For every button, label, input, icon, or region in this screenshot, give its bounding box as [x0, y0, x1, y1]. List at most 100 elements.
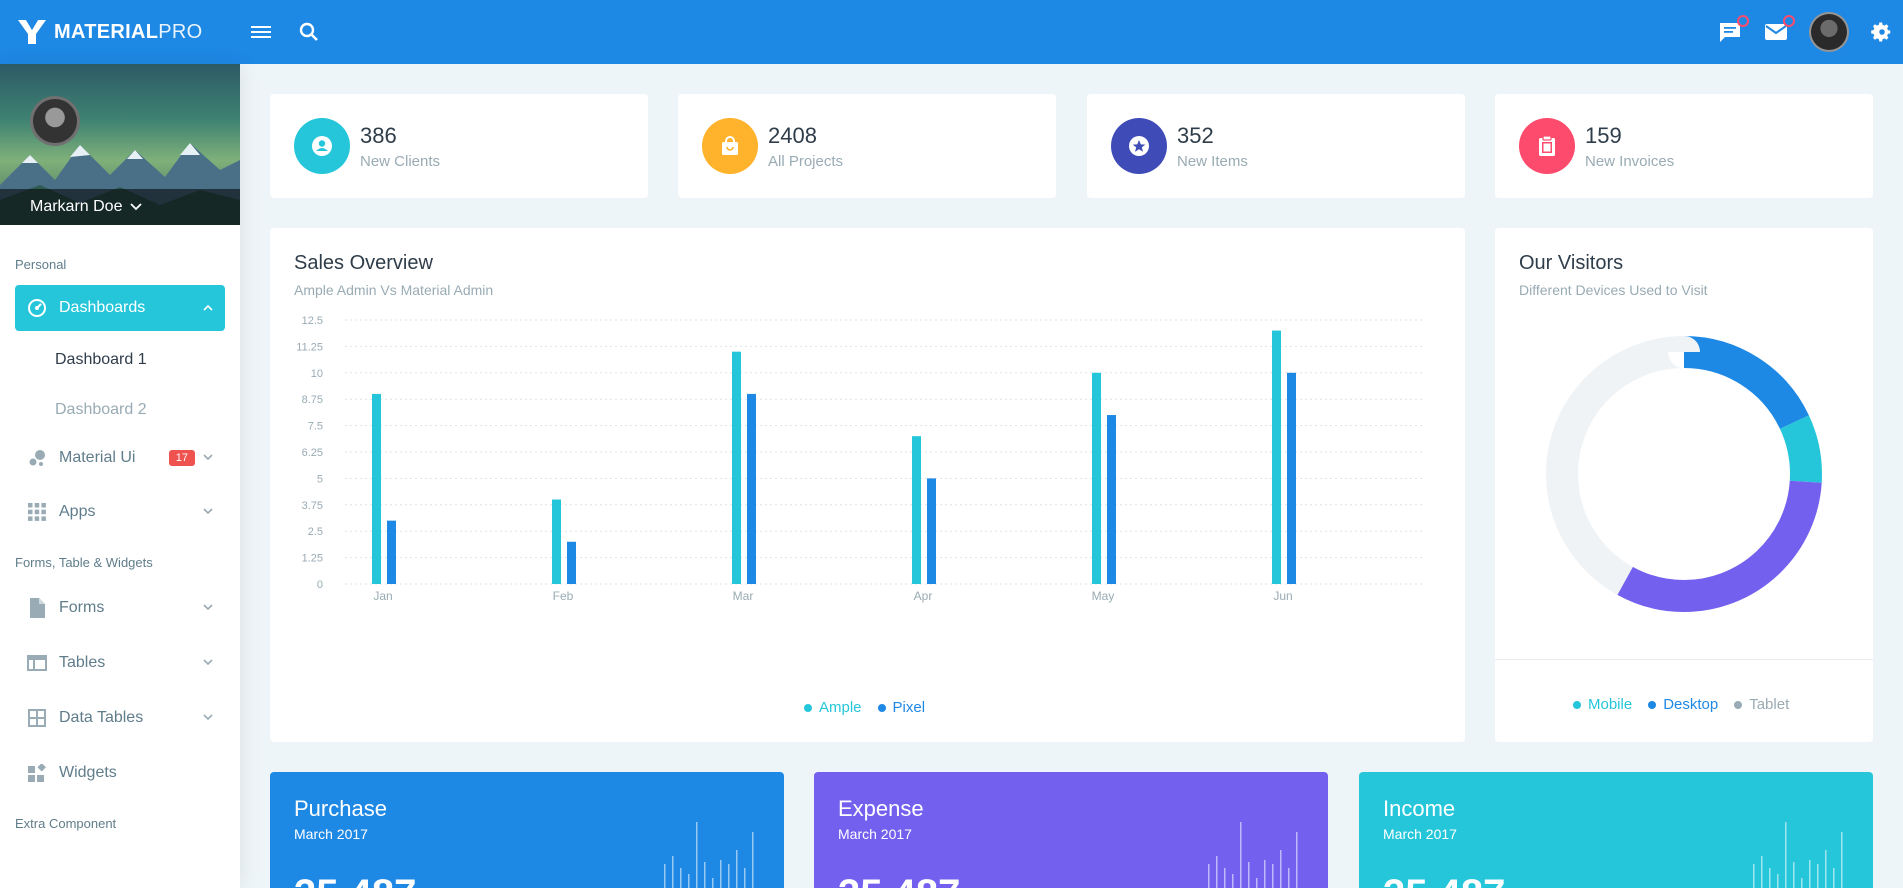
legend-dot — [877, 703, 886, 712]
bar-pixel-mar[interactable] — [747, 393, 756, 584]
spark-bar — [704, 862, 706, 888]
stat-value: 352 — [1177, 122, 1214, 148]
card-value: 35,487 — [838, 872, 960, 888]
card-value: 35,487 — [294, 872, 416, 888]
card-title: Our Visitors — [1519, 252, 1624, 274]
sidebar-item-apps[interactable]: Apps — [15, 489, 225, 535]
card-title: Expense — [838, 796, 924, 821]
sales-overview-card: Sales Overview Ample Admin Vs Material A… — [270, 228, 1465, 742]
spark-bar — [1761, 856, 1763, 888]
legend-label: Pixel — [892, 699, 926, 716]
spark-bar — [1264, 860, 1266, 888]
sidebar-item-forms[interactable]: Forms — [15, 585, 225, 631]
y-tick-label: 2.5 — [308, 526, 323, 538]
bar-pixel-apr[interactable] — [927, 478, 936, 584]
bar-ample-mar[interactable] — [732, 351, 741, 584]
sidebar-item-label: Material Ui — [59, 449, 136, 466]
x-tick-label: Feb — [553, 589, 574, 603]
legend-dot — [1734, 700, 1743, 709]
sidebar-item-label: Dashboards — [59, 299, 146, 316]
stat-card-clients: 386 New Clients — [270, 94, 648, 198]
stat-label: All Projects — [768, 152, 844, 170]
sidebar-item-label: Forms — [59, 599, 105, 616]
notification-dot — [1737, 15, 1749, 27]
sidebar-subitem-dashboard1[interactable]: Dashboard 1 — [55, 351, 147, 368]
purchase-card: Purchase March 2017 35,487 — [270, 772, 784, 888]
stat-card-projects: 2408 All Projects — [678, 94, 1056, 198]
profile-name-toggle[interactable]: Markarn Doe — [0, 189, 240, 225]
spark-bar — [1272, 864, 1274, 888]
legend-dot — [1573, 700, 1581, 709]
legend-item-mobile[interactable]: Mobile — [1573, 696, 1632, 713]
menu-icon[interactable] — [248, 19, 274, 45]
chevron-down-icon — [130, 203, 143, 211]
spark-bar — [1280, 850, 1282, 888]
spark-bar — [1256, 878, 1258, 888]
legend-label: Tablet — [1749, 696, 1790, 713]
legend-item-tablet[interactable]: Tablet — [1734, 696, 1789, 713]
grid-icon — [27, 502, 47, 522]
user-avatar[interactable] — [1809, 12, 1849, 52]
brand-text: MATERIALPRO — [54, 20, 203, 43]
chevron-down-icon — [203, 657, 213, 669]
sidebar-subitem-dashboard2[interactable]: Dashboard 2 — [55, 401, 147, 418]
donut-slice-tablet[interactable] — [1546, 336, 1822, 612]
chat-icon[interactable] — [1717, 15, 1749, 45]
shopping-bag-icon — [702, 118, 758, 174]
bar-ample-apr[interactable] — [912, 436, 921, 584]
gear-icon[interactable] — [1869, 19, 1895, 45]
spark-bar — [696, 822, 698, 888]
stat-label: New Invoices — [1585, 152, 1675, 170]
spark-bar — [1777, 874, 1779, 888]
search-icon[interactable] — [296, 19, 322, 45]
sidebar-item-data-tables[interactable]: Data Tables — [15, 695, 225, 741]
stat-value: 159 — [1585, 122, 1622, 148]
sidebar-item-material-ui[interactable]: Material Ui 17 — [15, 435, 225, 481]
sidebar-item-label: Widgets — [59, 764, 117, 781]
spark-bar — [1825, 850, 1827, 888]
bar-ample-may[interactable] — [1092, 372, 1101, 584]
profile-avatar[interactable] — [30, 96, 80, 146]
spark-bar — [728, 864, 730, 888]
sidebar-item-dashboards[interactable]: Dashboards — [15, 285, 225, 331]
bar-pixel-jun[interactable] — [1287, 372, 1296, 584]
bar-ample-jan[interactable] — [372, 393, 381, 584]
bar-ample-jun[interactable] — [1272, 330, 1281, 584]
legend-dot — [1648, 700, 1657, 709]
card-title: Purchase — [294, 796, 387, 821]
legend-item-desktop[interactable]: Desktop — [1648, 696, 1718, 713]
card-subtitle: Different Devices Used to Visit — [1519, 282, 1708, 298]
star-circle-icon — [1111, 118, 1167, 174]
count-badge: 17 — [168, 450, 195, 466]
y-tick-label: 0 — [317, 579, 323, 591]
brand[interactable]: MATERIALPRO — [0, 0, 240, 64]
bar-pixel-jan[interactable] — [387, 520, 396, 584]
spark-bar — [672, 856, 674, 888]
spark-bar — [752, 832, 754, 888]
legend-item-pixel[interactable]: Pixel — [877, 699, 926, 716]
sidebar-item-widgets[interactable]: Widgets — [15, 750, 225, 796]
spark-bar — [1769, 868, 1771, 888]
spark-bar — [1841, 832, 1843, 888]
bar-pixel-may[interactable] — [1107, 415, 1116, 584]
spark-bar — [1833, 868, 1835, 888]
donut-slice-mobile[interactable] — [1546, 336, 1822, 612]
x-tick-label: May — [1092, 589, 1115, 603]
gauge-icon — [27, 298, 47, 318]
sidebar-item-tables[interactable]: Tables — [15, 640, 225, 686]
legend-item-ample[interactable]: Ample — [804, 699, 862, 716]
mail-icon[interactable] — [1763, 15, 1795, 45]
chevron-down-icon — [203, 712, 213, 724]
brand-logo-icon — [18, 20, 46, 44]
x-tick-label: Mar — [733, 589, 754, 603]
expense-card: Expense March 2017 35,487 — [814, 772, 1328, 888]
x-tick-label: Jun — [1273, 589, 1292, 603]
stat-label: New Clients — [360, 152, 441, 170]
visitors-legend: Mobile Desktop Tablet — [1573, 696, 1789, 713]
chevron-down-icon — [203, 602, 213, 614]
profile-name: Markarn Doe — [30, 198, 123, 215]
bar-ample-feb[interactable] — [552, 499, 561, 584]
donut-slice-other[interactable] — [1546, 336, 1822, 612]
bar-pixel-feb[interactable] — [567, 541, 576, 584]
spark-bar — [736, 850, 738, 888]
